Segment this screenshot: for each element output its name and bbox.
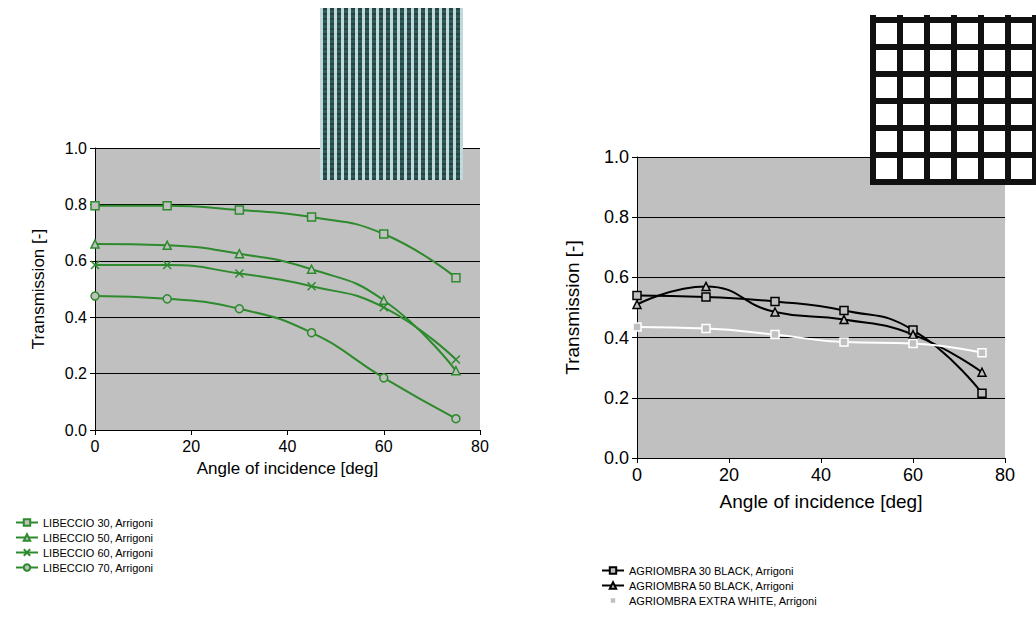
svg-text:LIBECCIO 60, Arrigoni: LIBECCIO 60, Arrigoni xyxy=(43,547,153,559)
svg-text:0.4: 0.4 xyxy=(604,328,629,348)
svg-text:40: 40 xyxy=(811,465,831,485)
svg-text:1.0: 1.0 xyxy=(604,147,629,167)
svg-text:80: 80 xyxy=(471,438,489,455)
svg-text:AGRIOMBRA 50 BLACK, Arrigoni: AGRIOMBRA 50 BLACK, Arrigoni xyxy=(629,580,793,592)
svg-text:Transmission [-]: Transmission [-] xyxy=(562,240,583,374)
svg-text:0.8: 0.8 xyxy=(65,196,87,213)
svg-text:80: 80 xyxy=(995,465,1015,485)
svg-text:LIBECCIO 30, Arrigoni: LIBECCIO 30, Arrigoni xyxy=(43,517,153,529)
svg-text:0.0: 0.0 xyxy=(604,448,629,468)
svg-text:0.8: 0.8 xyxy=(604,207,629,227)
svg-text:Angle of incidence [deg]: Angle of incidence [deg] xyxy=(197,459,378,478)
svg-text:0: 0 xyxy=(632,465,642,485)
svg-text:60: 60 xyxy=(375,438,393,455)
svg-text:20: 20 xyxy=(719,465,739,485)
svg-text:LIBECCIO 50, Arrigoni: LIBECCIO 50, Arrigoni xyxy=(43,532,153,544)
svg-text:0.6: 0.6 xyxy=(65,252,87,269)
svg-text:Transmission [-]: Transmission [-] xyxy=(29,229,48,349)
svg-text:1.0: 1.0 xyxy=(65,140,87,157)
svg-text:0.6: 0.6 xyxy=(604,267,629,287)
svg-text:AGRIOMBRA EXTRA WHITE, Arrigon: AGRIOMBRA EXTRA WHITE, Arrigoni xyxy=(629,595,817,607)
svg-text:60: 60 xyxy=(903,465,923,485)
svg-text:0.4: 0.4 xyxy=(65,309,87,326)
svg-text:0.0: 0.0 xyxy=(65,422,87,439)
svg-text:LIBECCIO 70, Arrigoni: LIBECCIO 70, Arrigoni xyxy=(43,562,153,574)
svg-text:Angle of incidence [deg]: Angle of incidence [deg] xyxy=(720,491,923,512)
svg-text:0.2: 0.2 xyxy=(604,388,629,408)
svg-text:0: 0 xyxy=(91,438,100,455)
svg-text:AGRIOMBRA 30 BLACK, Arrigoni: AGRIOMBRA 30 BLACK, Arrigoni xyxy=(629,565,793,577)
svg-text:20: 20 xyxy=(182,438,200,455)
svg-text:40: 40 xyxy=(279,438,297,455)
svg-text:0.2: 0.2 xyxy=(65,365,87,382)
